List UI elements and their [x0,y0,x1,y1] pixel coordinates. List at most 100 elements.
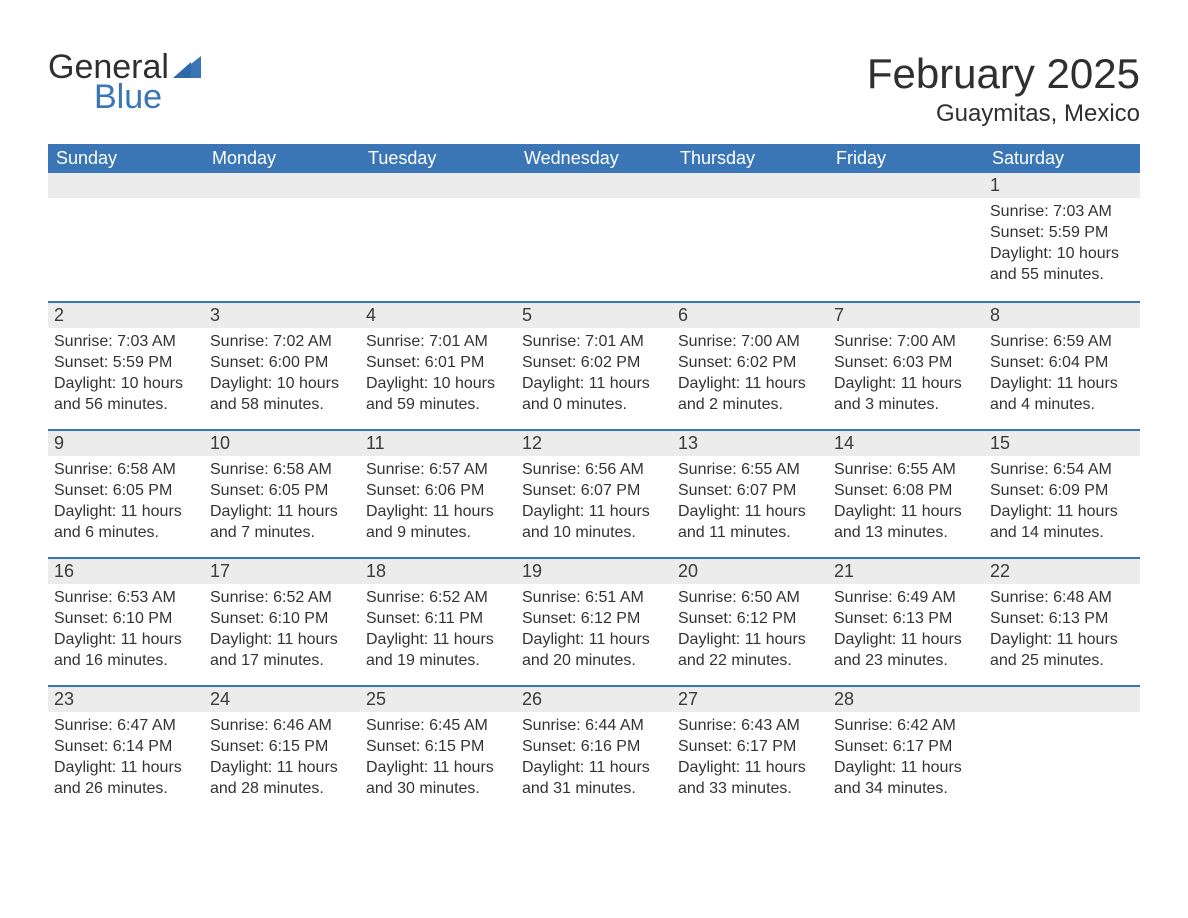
day-number-bar: 15 [984,429,1140,456]
daylight-line: Daylight: 10 hours and 56 minutes. [54,374,198,416]
sunset-line: Sunset: 6:01 PM [366,353,510,374]
sunrise-line: Sunrise: 6:46 AM [210,716,354,737]
day-number: 21 [834,561,854,581]
calendar-cell: 6Sunrise: 7:00 AMSunset: 6:02 PMDaylight… [672,301,828,429]
day-number-bar: 2 [48,301,204,328]
calendar-week-row: 9Sunrise: 6:58 AMSunset: 6:05 PMDaylight… [48,429,1140,557]
calendar-table: Sunday Monday Tuesday Wednesday Thursday… [48,144,1140,813]
calendar-cell: 18Sunrise: 6:52 AMSunset: 6:11 PMDayligh… [360,557,516,685]
sunrise-line: Sunrise: 6:51 AM [522,588,666,609]
daylight-line: Daylight: 11 hours and 22 minutes. [678,630,822,672]
sunset-line: Sunset: 6:15 PM [210,737,354,758]
day-details: Sunrise: 6:43 AMSunset: 6:17 PMDaylight:… [672,712,828,805]
day-details: Sunrise: 6:57 AMSunset: 6:06 PMDaylight:… [360,456,516,549]
sunrise-line: Sunrise: 7:00 AM [678,332,822,353]
weekday-header: Saturday [984,144,1140,173]
sunset-line: Sunset: 6:05 PM [210,481,354,502]
daylight-line: Daylight: 10 hours and 58 minutes. [210,374,354,416]
day-number-bar: 5 [516,301,672,328]
weekday-header: Tuesday [360,144,516,173]
day-number: 15 [990,433,1010,453]
calendar-cell: 25Sunrise: 6:45 AMSunset: 6:15 PMDayligh… [360,685,516,813]
daylight-line: Daylight: 10 hours and 55 minutes. [990,244,1134,286]
calendar-cell: 8Sunrise: 6:59 AMSunset: 6:04 PMDaylight… [984,301,1140,429]
day-number-bar: 7 [828,301,984,328]
daylight-line: Daylight: 11 hours and 6 minutes. [54,502,198,544]
sunrise-line: Sunrise: 7:02 AM [210,332,354,353]
day-number: 10 [210,433,230,453]
day-number-bar: 8 [984,301,1140,328]
day-details: Sunrise: 6:55 AMSunset: 6:07 PMDaylight:… [672,456,828,549]
calendar-page: General Blue February 2025 Guaymitas, Me… [0,0,1188,853]
sunset-line: Sunset: 6:07 PM [522,481,666,502]
calendar-cell [672,173,828,301]
calendar-cell: 2 Sunrise: 7:03 AMSunset: 5:59 PMDaylight… [48,301,204,429]
day-number: 2 [54,305,64,325]
day-number-bar: 12 [516,429,672,456]
sunset-line: Sunset: 6:04 PM [990,353,1134,374]
day-number: 3 [210,305,220,325]
day-details: Sunrise: 6:58 AMSunset: 6:05 PMDaylight:… [204,456,360,549]
sunrise-line: Sunrise: 6:47 AM [54,716,198,737]
sunrise-line: Sunrise: 6:57 AM [366,460,510,481]
day-details: Sunrise: 6:52 AMSunset: 6:11 PMDaylight:… [360,584,516,677]
sunset-line: Sunset: 6:02 PM [522,353,666,374]
day-number: 22 [990,561,1010,581]
day-number-bar: 26 [516,685,672,712]
sunset-line: Sunset: 6:10 PM [210,609,354,630]
day-details: Sunrise: 7:03 AMSunset: 5:59 PMDaylight:… [48,328,204,421]
day-number-bar: 22 [984,557,1140,584]
daylight-line: Daylight: 11 hours and 3 minutes. [834,374,978,416]
day-number: 19 [522,561,542,581]
day-number-bar: 9 [48,429,204,456]
weekday-header-row: Sunday Monday Tuesday Wednesday Thursday… [48,144,1140,173]
calendar-cell: 11Sunrise: 6:57 AMSunset: 6:06 PMDayligh… [360,429,516,557]
day-number-bar: 13 [672,429,828,456]
sunrise-line: Sunrise: 6:59 AM [990,332,1134,353]
day-number: 24 [210,689,230,709]
day-number-bar: 4 [360,301,516,328]
day-number: 8 [990,305,1000,325]
day-number-bar [48,173,204,198]
sunrise-line: Sunrise: 6:45 AM [366,716,510,737]
day-number-bar: 14 [828,429,984,456]
sunset-line: Sunset: 6:00 PM [210,353,354,374]
daylight-line: Daylight: 11 hours and 31 minutes. [522,758,666,800]
sunrise-line: Sunrise: 6:52 AM [210,588,354,609]
weekday-header: Monday [204,144,360,173]
day-number-bar: 20 [672,557,828,584]
day-number: 23 [54,689,74,709]
day-number-bar: 24 [204,685,360,712]
sunrise-line: Sunrise: 6:42 AM [834,716,978,737]
calendar-cell [204,173,360,301]
daylight-line: Daylight: 11 hours and 26 minutes. [54,758,198,800]
calendar-week-row: 2 Sunrise: 7:03 AMSunset: 5:59 PMDaylight… [48,301,1140,429]
day-number: 20 [678,561,698,581]
sunset-line: Sunset: 6:02 PM [678,353,822,374]
sunrise-line: Sunrise: 6:54 AM [990,460,1134,481]
sunrise-line: Sunrise: 6:49 AM [834,588,978,609]
day-details: Sunrise: 6:54 AMSunset: 6:09 PMDaylight:… [984,456,1140,549]
calendar-cell: 13Sunrise: 6:55 AMSunset: 6:07 PMDayligh… [672,429,828,557]
calendar-cell: 4Sunrise: 7:01 AMSunset: 6:01 PMDaylight… [360,301,516,429]
day-details: Sunrise: 6:53 AMSunset: 6:10 PMDaylight:… [48,584,204,677]
brand-word-2: Blue [94,80,169,116]
day-number-bar: 1 [984,173,1140,198]
calendar-cell: 5Sunrise: 7:01 AMSunset: 6:02 PMDaylight… [516,301,672,429]
sunset-line: Sunset: 6:16 PM [522,737,666,758]
day-number: 25 [366,689,386,709]
day-number: 14 [834,433,854,453]
sunset-line: Sunset: 6:10 PM [54,609,198,630]
day-number: 16 [54,561,74,581]
sunrise-line: Sunrise: 6:55 AM [678,460,822,481]
daylight-line: Daylight: 11 hours and 33 minutes. [678,758,822,800]
day-number-bar: 16 [48,557,204,584]
day-number-bar: 28 [828,685,984,712]
sail-icon [173,56,201,78]
calendar-cell: 9Sunrise: 6:58 AMSunset: 6:05 PMDaylight… [48,429,204,557]
sunrise-line: Sunrise: 6:44 AM [522,716,666,737]
calendar-cell: 19Sunrise: 6:51 AMSunset: 6:12 PMDayligh… [516,557,672,685]
sunrise-line: Sunrise: 7:01 AM [366,332,510,353]
calendar-cell: 12Sunrise: 6:56 AMSunset: 6:07 PMDayligh… [516,429,672,557]
daylight-line: Daylight: 11 hours and 25 minutes. [990,630,1134,672]
